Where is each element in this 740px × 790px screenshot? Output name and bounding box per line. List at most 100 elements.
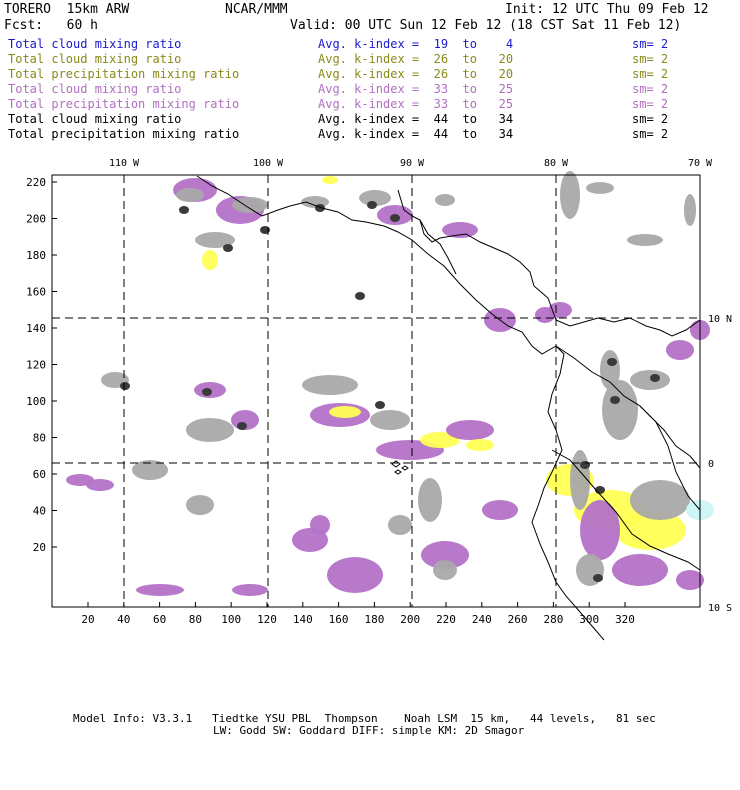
longitude-label: 110 W (109, 158, 140, 169)
cloud-blob (627, 234, 663, 246)
cloud-blob (232, 197, 268, 213)
legend-kindex: Avg. k-index = 26 to 20 (318, 52, 514, 66)
cloud-blob (176, 188, 204, 202)
legend-sm: sm= 2 (632, 67, 669, 81)
y-tick-label: 160 (26, 286, 46, 299)
x-tick-label: 160 (329, 613, 349, 626)
cloud-blob (676, 570, 704, 590)
y-tick-label: 80 (33, 432, 46, 445)
x-tick-label: 120 (257, 613, 277, 626)
coastlines (196, 175, 701, 641)
cloud-fields (66, 171, 714, 596)
cloud-blob (232, 584, 268, 596)
cloud-blob (600, 350, 620, 390)
legend-sm: sm= 2 (632, 127, 669, 141)
coastline-mexico (196, 175, 557, 355)
forecast-hour: Fcst: 60 h (4, 18, 98, 33)
valid-time: Valid: 00 UTC Sun 12 Feb 12 (18 CST Sat … (290, 18, 682, 33)
convective-core (580, 461, 590, 469)
y-tick-label: 120 (26, 359, 46, 372)
convective-core (367, 201, 377, 209)
convective-core (610, 396, 620, 404)
cloud-blob (186, 418, 234, 442)
cloud-blob (630, 370, 670, 390)
legend-kindex: Avg. k-index = 44 to 34 (318, 112, 514, 126)
legend-sm: sm= 2 (632, 112, 669, 126)
border-ecuador (551, 449, 597, 491)
legend-sm: sm= 2 (632, 82, 669, 96)
cloud-blob (614, 510, 686, 550)
cloud-blob (482, 500, 518, 520)
longitude-label: 80 W (544, 158, 569, 169)
y-tick-label: 220 (26, 176, 46, 189)
convective-core (120, 382, 130, 390)
cloud-blob (548, 302, 572, 318)
x-tick-label: 180 (364, 613, 384, 626)
cloud-blob (466, 439, 494, 451)
convective-core (375, 401, 385, 409)
convective-core (650, 374, 660, 382)
x-tick-label: 280 (543, 613, 563, 626)
cloud-blob (580, 500, 620, 560)
latitude-label: 0 (708, 459, 714, 470)
legend-field: Total precipitation mixing ratio (8, 67, 240, 81)
cloud-blob (418, 478, 442, 522)
cloud-blob (612, 554, 668, 586)
longitude-label: 70 W (688, 158, 713, 169)
latitude-label: 10 S (708, 603, 732, 614)
y-tick-label: 180 (26, 249, 46, 262)
y-tick-label: 40 (33, 505, 46, 518)
axis-ticks: 110 W 100 W 90 W 80 W 70 W 10 N 0 10 S 220 200 180… (26, 158, 732, 626)
cloud-blob (370, 410, 410, 430)
border-central-america (419, 219, 457, 275)
legend-field: Total cloud mixing ratio (8, 112, 182, 126)
cloud-blob (586, 182, 614, 194)
longitude-label: 90 W (400, 158, 425, 169)
x-tick-label: 320 (615, 613, 635, 626)
cloud-blob (446, 420, 494, 440)
x-tick-label: 260 (508, 613, 528, 626)
x-tick-label: 300 (579, 613, 599, 626)
convective-core (355, 292, 365, 300)
cloud-blob (388, 515, 412, 535)
cloud-blob (420, 432, 460, 448)
longitude-label: 100 W (253, 158, 284, 169)
cloud-blob (630, 480, 690, 520)
cloud-blob (560, 171, 580, 219)
y-tick-label: 200 (26, 213, 46, 226)
x-tick-label: 20 (81, 613, 94, 626)
legend-kindex: Avg. k-index = 33 to 25 (318, 97, 514, 111)
cloud-blob (433, 560, 457, 580)
lat-lon-grid (52, 175, 700, 607)
legend-sm: sm= 2 (632, 52, 669, 66)
x-tick-label: 240 (472, 613, 492, 626)
border-peru (595, 489, 701, 571)
legend-kindex: Avg. k-index = 44 to 34 (318, 127, 514, 141)
center-name: NCAR/MMM (225, 2, 288, 17)
cloud-blob (310, 515, 330, 535)
cloud-blob (195, 232, 235, 248)
cloud-blob (442, 222, 478, 238)
cloud-blob (359, 190, 391, 206)
convective-core (202, 388, 212, 396)
cloud-blob (186, 495, 214, 515)
x-tick-label: 220 (436, 613, 456, 626)
legend-sm: sm= 2 (632, 97, 669, 111)
convective-core (593, 574, 603, 582)
x-tick-label: 80 (189, 613, 202, 626)
coastline-south-america (531, 345, 605, 641)
coastline-yucatan (397, 189, 535, 287)
legend-sm: sm= 2 (632, 37, 669, 51)
galapagos-islands (391, 460, 409, 475)
cloud-blob (202, 250, 218, 270)
y-tick-label: 140 (26, 322, 46, 335)
weather-map: 110 W 100 W 90 W 80 W 70 W 10 N 0 10 S 220 200 180… (26, 158, 732, 641)
legend-field: Total precipitation mixing ratio (8, 97, 240, 111)
cloud-blob (66, 474, 94, 486)
cloud-blob (329, 406, 361, 418)
convective-core (237, 422, 247, 430)
legend-field: Total cloud mixing ratio (8, 52, 182, 66)
convective-core (223, 244, 233, 252)
x-tick-label: 140 (293, 613, 313, 626)
cloud-blob (666, 340, 694, 360)
